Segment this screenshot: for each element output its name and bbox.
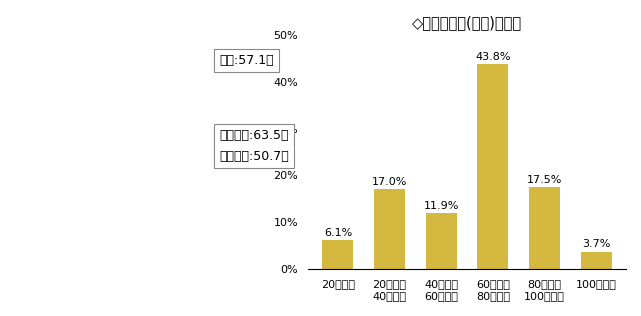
- Text: 3.7%: 3.7%: [582, 239, 610, 249]
- Text: 平均:57.1分: 平均:57.1分: [219, 54, 274, 67]
- Bar: [374, 190, 405, 269]
- Bar: [581, 252, 612, 269]
- Text: 43.8%: 43.8%: [475, 52, 510, 62]
- Bar: [322, 240, 353, 269]
- Text: 6.1%: 6.1%: [324, 228, 352, 238]
- Title: ◇【通勤時間(片道)】分布: ◇【通勤時間(片道)】分布: [412, 15, 522, 30]
- Bar: [426, 213, 456, 269]
- Text: 男性平均:63.5分
女性平均:50.7分: 男性平均:63.5分 女性平均:50.7分: [219, 129, 288, 163]
- Text: 17.5%: 17.5%: [527, 175, 562, 185]
- Text: 17.0%: 17.0%: [372, 177, 407, 187]
- Text: 11.9%: 11.9%: [424, 201, 459, 211]
- Bar: [478, 64, 508, 269]
- Bar: [529, 187, 560, 269]
